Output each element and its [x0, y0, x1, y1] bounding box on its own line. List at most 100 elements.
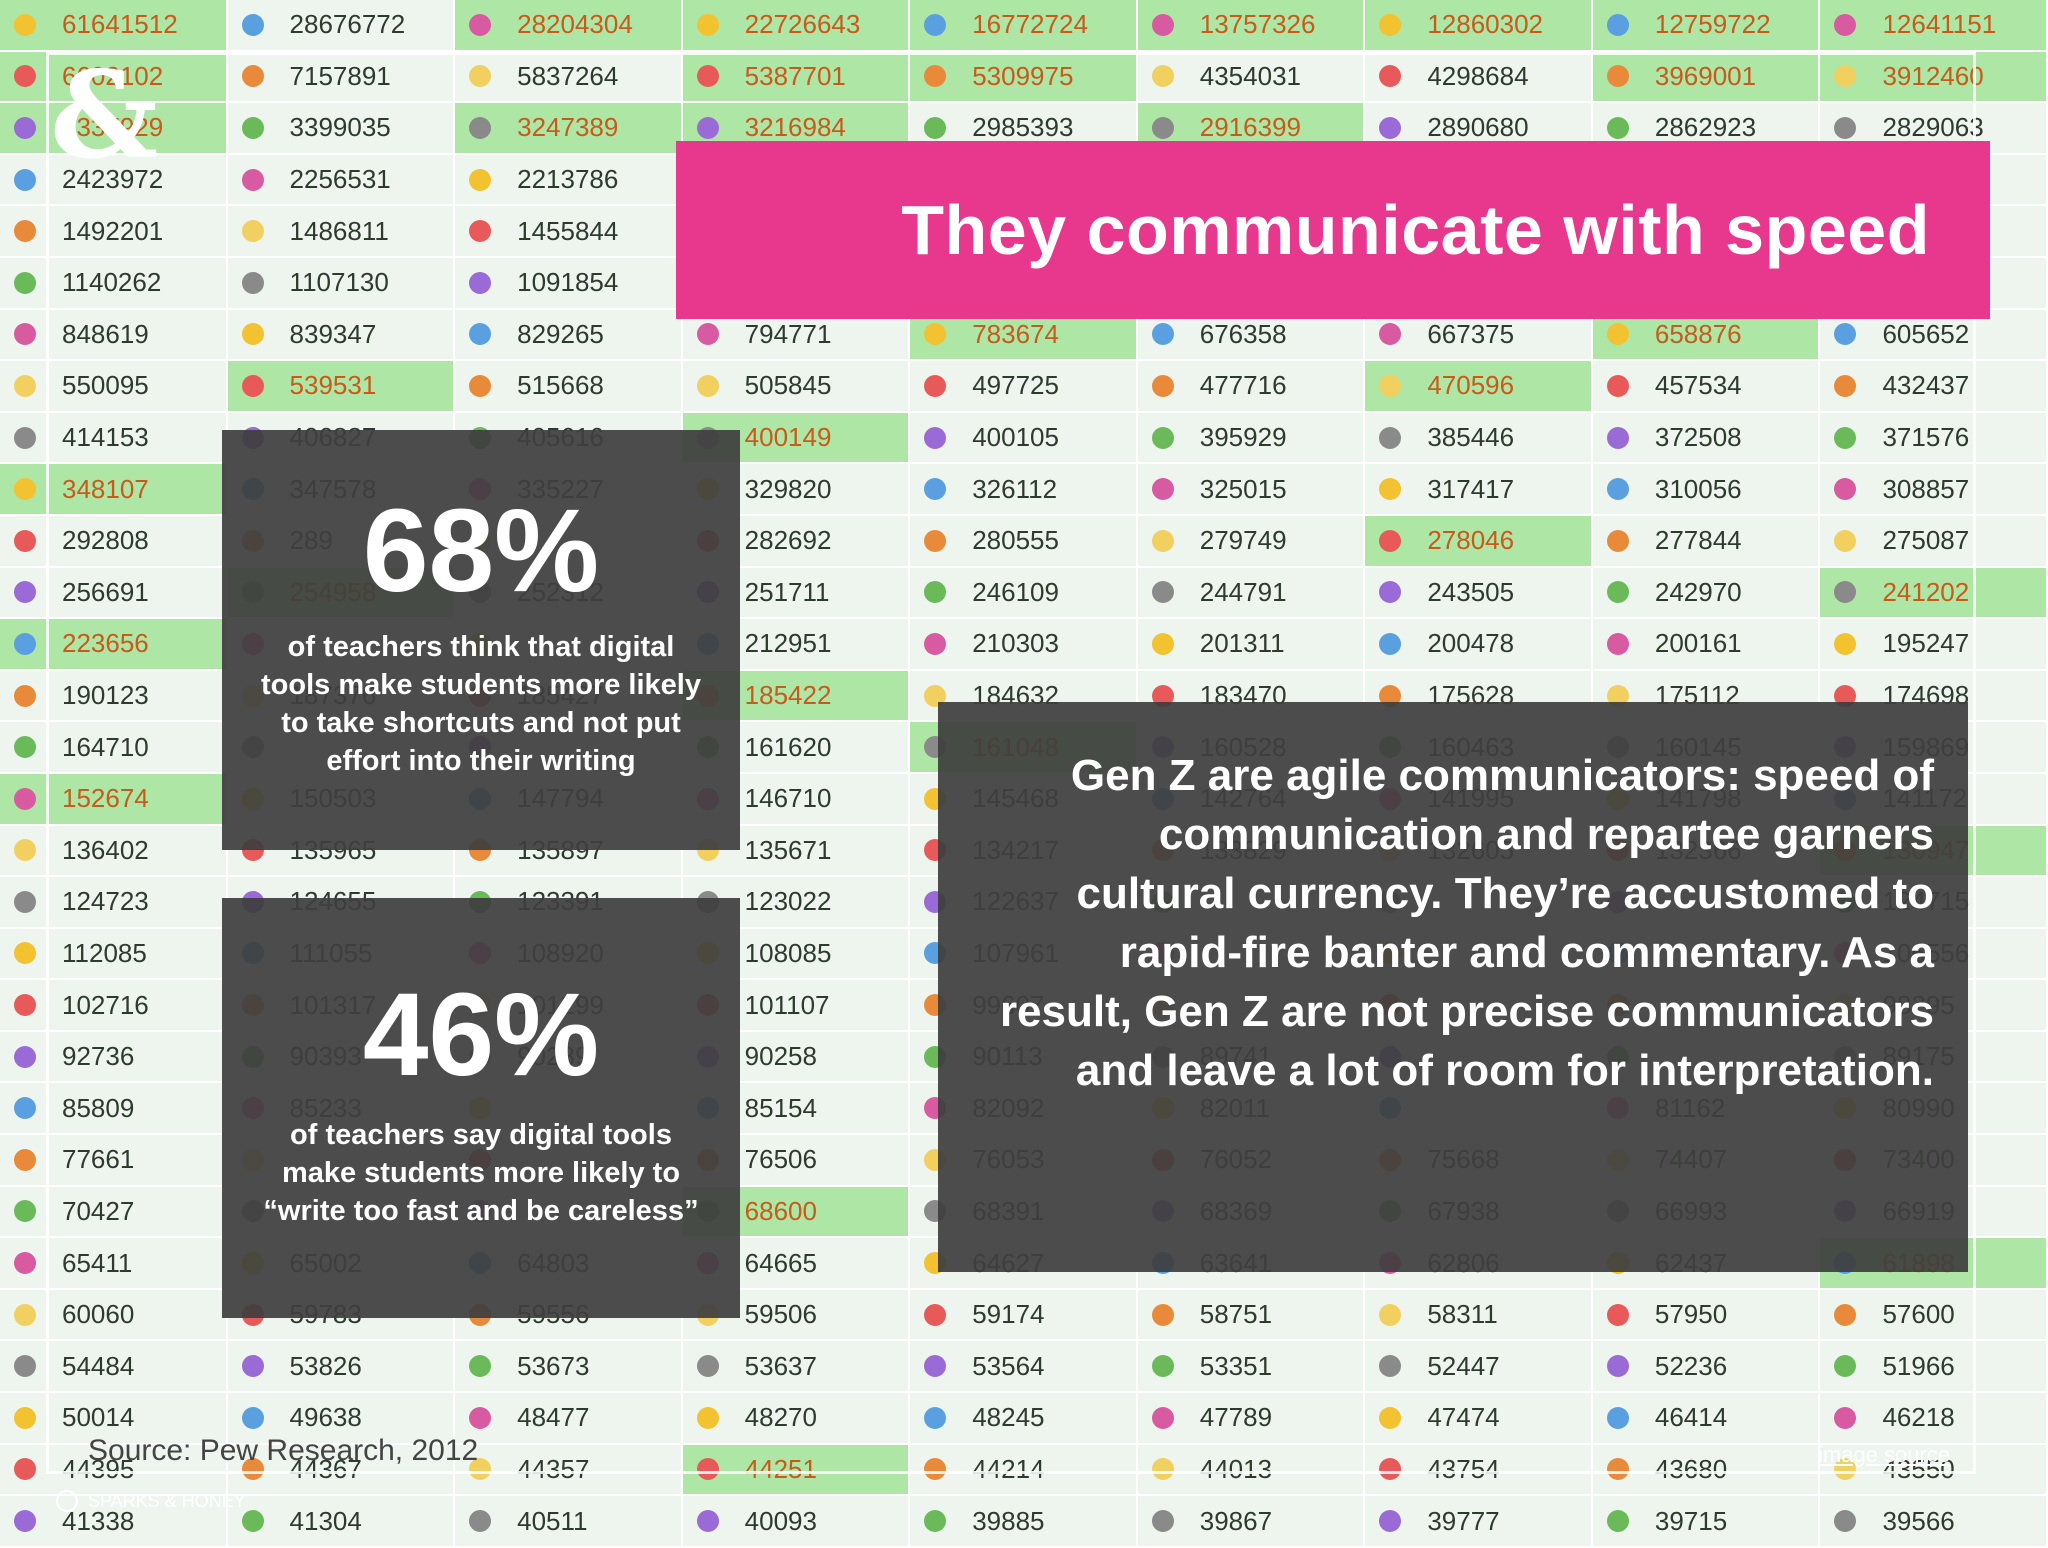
emoji-icon — [241, 220, 264, 243]
table-cell: 1492201 — [0, 206, 228, 258]
table-cell: 477716 — [1137, 361, 1366, 413]
table-cell: 44367 — [227, 1444, 456, 1497]
table-cell: 85809 — [0, 1083, 228, 1136]
emoji-icon — [1151, 632, 1174, 655]
image-source-link[interactable]: image source — [1818, 1442, 1951, 1467]
table-cell-value: 1455844 — [517, 215, 619, 246]
table-cell: 152674 — [0, 773, 228, 826]
table-cell: 53826 — [227, 1341, 456, 1394]
table-cell-value: 2985393 — [972, 112, 1074, 143]
emoji-icon — [1151, 1303, 1174, 1326]
table-cell-value: 58311 — [1427, 1299, 1498, 1330]
table-cell-value: 3399035 — [289, 112, 391, 143]
table-cell-value: 57950 — [1654, 1299, 1728, 1330]
table-cell-value: 44367 — [289, 1453, 362, 1484]
emoji-icon — [241, 13, 264, 36]
table-cell-value: 282692 — [744, 525, 832, 556]
emoji-icon — [924, 426, 947, 449]
table-cell: 4354031 — [1137, 51, 1366, 104]
table-cell-value: 3247389 — [517, 112, 619, 143]
table-cell-value: 136402 — [62, 834, 149, 865]
emoji-icon — [469, 1510, 492, 1533]
table-cell-value: 64665 — [744, 1247, 817, 1278]
emoji-icon — [1151, 323, 1174, 346]
emoji-icon — [924, 13, 947, 36]
table-cell: 1486811 — [227, 206, 456, 258]
emoji-icon — [1606, 581, 1629, 604]
table-cell-value: 12759722 — [1654, 9, 1771, 40]
emoji-icon — [1379, 323, 1402, 346]
emoji-icon — [924, 1458, 947, 1481]
emoji-icon — [1834, 632, 1857, 655]
table-cell-value: 48245 — [972, 1402, 1045, 1433]
table-cell-value: 49638 — [289, 1402, 362, 1433]
table-cell: 310056 — [1592, 464, 1821, 516]
table-cell: 829265 — [455, 309, 683, 362]
table-cell: 1091854 — [455, 257, 683, 310]
table-cell: 57950 — [1592, 1289, 1821, 1342]
emoji-icon — [14, 271, 36, 294]
table-cell-value: 52447 — [1427, 1350, 1500, 1381]
table-cell: 414153 — [0, 412, 228, 465]
emoji-icon — [241, 1406, 264, 1429]
table-cell-value: 292808 — [62, 525, 149, 556]
table-cell-value: 477716 — [1199, 370, 1287, 401]
table-cell-value: 12860302 — [1427, 9, 1544, 40]
table-cell: 3399035 — [227, 103, 456, 155]
table-cell-value: 40093 — [744, 1505, 817, 1536]
emoji-icon — [924, 632, 947, 655]
stat-description: of teachers think that digital tools mak… — [261, 631, 701, 777]
table-cell-value: 40511 — [517, 1505, 588, 1536]
table-cell: 112085 — [0, 928, 228, 981]
table-cell: 53351 — [1137, 1341, 1366, 1394]
table-cell: 400105 — [910, 412, 1138, 465]
table-cell-value: 39885 — [972, 1505, 1045, 1536]
table-cell: 44013 — [1137, 1444, 1366, 1497]
table-cell-value: 39715 — [1654, 1505, 1728, 1536]
table-cell: 515668 — [455, 361, 683, 413]
table-cell: 201311 — [1137, 619, 1366, 671]
emoji-icon — [241, 1510, 264, 1533]
table-cell: 47789 — [1137, 1393, 1366, 1445]
table-cell: 92736 — [0, 1031, 228, 1084]
table-cell-value: 190123 — [62, 680, 149, 711]
emoji-icon — [469, 374, 492, 397]
emoji-icon — [1834, 1406, 1857, 1429]
table-cell-value: 3337929 — [62, 112, 164, 143]
table-cell-value: 1486811 — [289, 215, 389, 246]
table-cell: 246109 — [910, 567, 1138, 620]
emoji-icon — [469, 1355, 492, 1378]
table-cell: 39715 — [1592, 1496, 1821, 1548]
body-text-box: Gen Z are agile communicators: speed of … — [938, 702, 1968, 1272]
emoji-icon — [469, 271, 492, 294]
table-cell-value: 2916399 — [1199, 112, 1301, 143]
emoji-icon — [14, 529, 36, 552]
emoji-icon — [924, 116, 947, 139]
table-cell: 12641151 — [1820, 0, 2048, 52]
emoji-icon — [14, 1303, 36, 1326]
table-cell-value: 3969001 — [1654, 60, 1757, 91]
table-cell-value: 414153 — [62, 422, 149, 453]
table-cell: 3247389 — [455, 103, 683, 155]
table-cell: 848619 — [0, 309, 228, 362]
table-cell: 241202 — [1820, 567, 2048, 620]
emoji-icon — [1379, 374, 1402, 397]
brand-ring-icon — [56, 1490, 78, 1512]
emoji-icon — [469, 323, 492, 346]
emoji-icon — [1151, 1355, 1174, 1378]
table-cell: 2423972 — [0, 154, 228, 207]
source-citation: Source: Pew Research, 2012 — [88, 1434, 479, 1467]
table-cell-value: 794771 — [744, 318, 832, 349]
table-cell-value: 57600 — [1882, 1299, 1955, 1330]
table-cell: 3912460 — [1820, 51, 2048, 104]
emoji-icon — [696, 374, 719, 397]
table-cell: 505845 — [682, 361, 911, 413]
table-cell: 242970 — [1592, 567, 1821, 620]
emoji-icon — [14, 581, 36, 604]
table-cell-value: 22726643 — [744, 9, 861, 40]
table-cell-value: 53826 — [289, 1350, 362, 1381]
table-cell-value: 39867 — [1199, 1505, 1273, 1536]
table-cell-value: 124723 — [62, 886, 149, 917]
emoji-icon — [1834, 374, 1857, 397]
emoji-icon — [1379, 684, 1402, 707]
